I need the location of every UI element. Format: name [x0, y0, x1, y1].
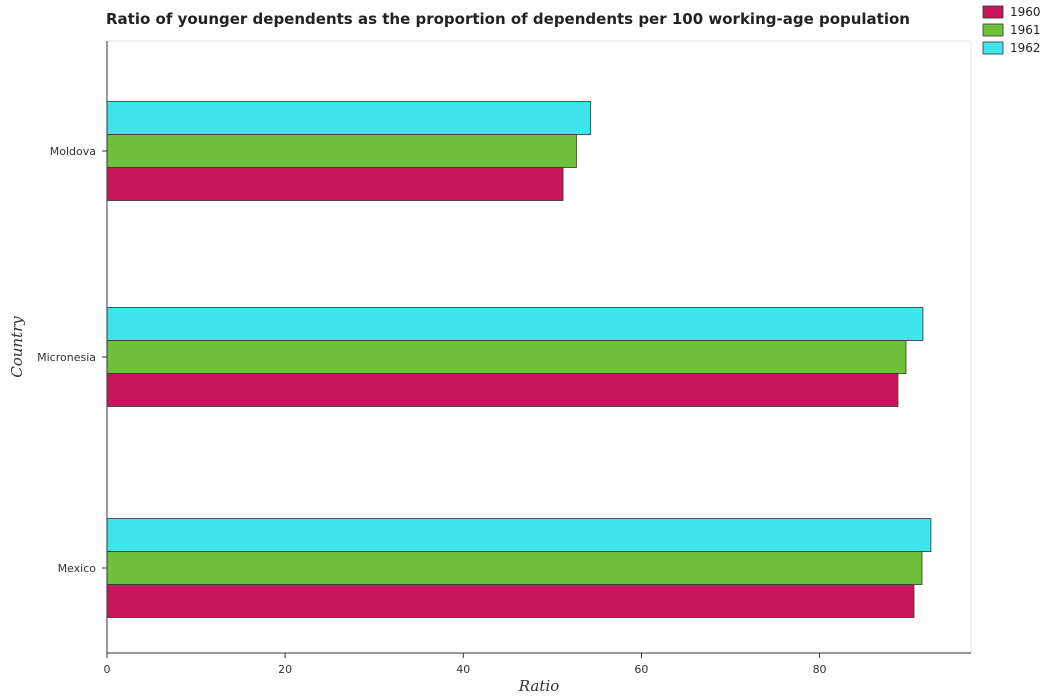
x-tick-label: 20 — [278, 663, 292, 676]
bar-mexico-1961 — [106, 551, 923, 585]
x-tick-label: 40 — [456, 663, 470, 676]
bars — [106, 101, 932, 618]
y-tick-label: Micronesia — [37, 351, 96, 364]
x-tick-label: 0 — [104, 663, 111, 676]
y-axis-title: Country — [8, 316, 26, 378]
chart-title: Ratio of younger dependents as the propo… — [106, 10, 910, 28]
legend-swatch-1960 — [982, 5, 1004, 19]
bar-mexico-1960 — [106, 584, 915, 618]
legend-label-1961: 1961 — [1010, 23, 1041, 37]
y-tick-label: Moldova — [50, 145, 96, 158]
bar-moldova-1960 — [106, 167, 564, 201]
x-tick-label: 60 — [634, 663, 648, 676]
bar-moldova-1961 — [106, 134, 577, 168]
bar-mexico-1962 — [106, 518, 932, 552]
bar-moldova-1962 — [106, 101, 592, 135]
legend-label-1962: 1962 — [1010, 41, 1041, 55]
bar-micronesia-1961 — [106, 340, 907, 374]
x-axis-title: Ratio — [518, 677, 559, 695]
legend-swatch-1961 — [982, 23, 1004, 37]
bar-micronesia-1962 — [106, 307, 924, 341]
x-axis: 0 20 40 60 80 — [104, 653, 827, 676]
legend-label-1960: 1960 — [1010, 5, 1041, 19]
bar-micronesia-1960 — [106, 373, 899, 407]
legend-swatch-1962 — [982, 41, 1004, 55]
y-axis: Mexico Micronesia Moldova — [37, 145, 107, 575]
x-tick-label: 80 — [813, 663, 827, 676]
legend: 1960 1961 1962 — [982, 5, 1041, 55]
y-tick-label: Mexico — [58, 562, 97, 575]
